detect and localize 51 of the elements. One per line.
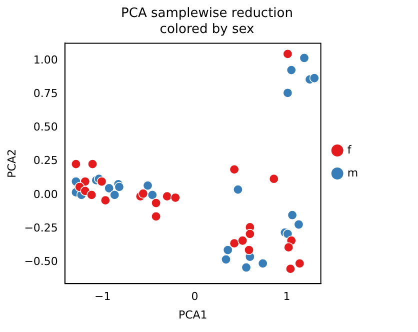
x-tick-label: −1 (94, 290, 111, 304)
y-tick-label: −0.25 (24, 221, 58, 234)
point (138, 188, 148, 199)
point (258, 258, 268, 268)
point (162, 191, 172, 202)
point (151, 198, 162, 208)
point (244, 245, 254, 256)
point (114, 182, 124, 192)
point (229, 164, 240, 174)
point (222, 245, 233, 256)
point (244, 228, 255, 239)
x-tick-label: 0 (191, 290, 198, 304)
point (286, 65, 296, 76)
point (241, 262, 252, 272)
y-axis-title: PCA2 (5, 148, 18, 178)
y-tick-label: 0.75 (33, 87, 58, 100)
point (70, 159, 81, 170)
y-tick-label: −0.50 (24, 254, 58, 268)
chart-title: PCA samplewise reduction colored by sex (121, 6, 293, 37)
point (282, 88, 293, 98)
point (285, 264, 296, 274)
point (151, 211, 162, 222)
y-tick-label: 1.00 (33, 54, 58, 67)
y-tick-label: 0.00 (33, 188, 58, 201)
point (284, 242, 294, 252)
legend-label: f (347, 143, 394, 156)
point (299, 52, 310, 63)
point (110, 190, 120, 200)
point (232, 184, 243, 195)
point (221, 254, 232, 264)
point (96, 176, 107, 187)
point (268, 174, 279, 184)
point (170, 192, 180, 203)
point (88, 159, 98, 170)
legend-label: m (347, 166, 400, 180)
point (282, 48, 293, 59)
point (238, 236, 248, 246)
x-tick-label: 1 (283, 290, 290, 304)
point (229, 238, 240, 248)
point (147, 190, 158, 200)
point (100, 195, 110, 206)
point (142, 180, 153, 191)
point (309, 73, 320, 84)
point (294, 220, 304, 230)
point (104, 183, 114, 194)
y-tick-label: 0.25 (33, 154, 58, 168)
point (287, 210, 298, 220)
x-axis-title: PCA1 (178, 308, 208, 322)
point (294, 258, 305, 268)
y-tick-label: 0.50 (33, 120, 58, 134)
point (86, 190, 97, 200)
